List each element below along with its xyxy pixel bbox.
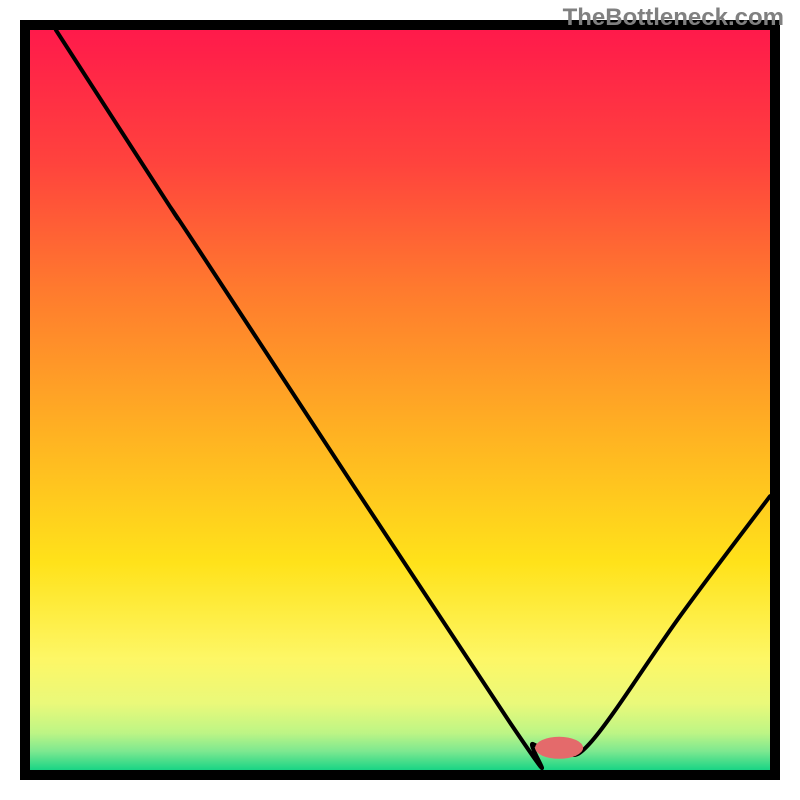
chart-container: TheBottleneck.com	[0, 0, 800, 800]
bottleneck-chart	[0, 0, 800, 800]
chart-background	[30, 30, 770, 770]
optimal-marker	[535, 737, 583, 759]
watermark: TheBottleneck.com	[563, 4, 784, 32]
